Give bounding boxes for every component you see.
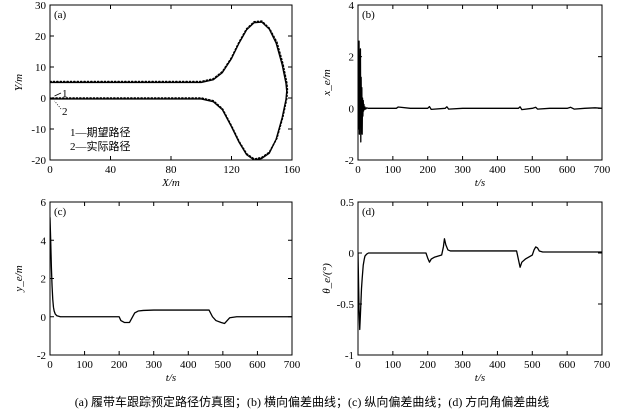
figure-canvas: 0 40 80 120 160-20-100102030X/mY/m(a)1—期望路径2… bbox=[13, 0, 611, 384]
y-tick-label: 10 bbox=[35, 62, 47, 74]
x-tick-label: 120 bbox=[223, 164, 240, 176]
plot-frame bbox=[49, 201, 293, 356]
x-tick-label: 0 bbox=[355, 164, 361, 176]
x-tick-label: 0 bbox=[47, 359, 53, 371]
legend-entry: 2—实际路径 bbox=[70, 139, 131, 153]
y-axis-label: θ_e/(°) bbox=[321, 263, 333, 294]
panel-label: (a) bbox=[54, 9, 67, 21]
x-tick-label: 300 bbox=[145, 359, 162, 371]
y-tick-label: -20 bbox=[31, 155, 46, 167]
x-tick-label: 200 bbox=[419, 359, 436, 371]
panel-d: 0 100 200 300 400 500 600 700 -1 -0.5 0 0.5 t/s θ_e/(… bbox=[321, 197, 611, 384]
x-tick-label: 600 bbox=[249, 359, 266, 371]
y-tick-label: 0 bbox=[349, 103, 355, 115]
y-tick-label: -10 bbox=[31, 124, 46, 136]
y-tick-label: 20 bbox=[35, 31, 47, 43]
x-tick-label: 500 bbox=[524, 359, 541, 371]
x-axis-label: t/s bbox=[166, 372, 176, 384]
x-tick-label: 100 bbox=[385, 164, 402, 176]
x-axis-label: X/m bbox=[161, 177, 180, 189]
y-tick-label: 0 bbox=[41, 93, 47, 105]
plot-frame bbox=[357, 201, 603, 356]
x-tick-label: 300 bbox=[454, 164, 471, 176]
series-line-1 bbox=[358, 40, 602, 143]
x-tick-label: 500 bbox=[215, 359, 232, 371]
y-tick-label: -2 bbox=[345, 155, 354, 167]
y-axis-label: x_e/m bbox=[321, 69, 333, 96]
x-axis-label: t/s bbox=[475, 177, 485, 189]
y-tick-label: 2 bbox=[349, 52, 355, 64]
panel-label: (b) bbox=[362, 9, 375, 21]
y-axis-label: Y/m bbox=[13, 74, 25, 91]
x-tick-label: 700 bbox=[594, 164, 611, 176]
y-axis-label: y_e/m bbox=[13, 265, 25, 292]
y-tick-label: -2 bbox=[37, 350, 46, 362]
x-tick-label: 200 bbox=[419, 164, 436, 176]
x-tick-label: 100 bbox=[385, 359, 402, 371]
y-tick-label: -1 bbox=[345, 350, 354, 362]
figure-caption: (a) 履带车跟踪预定路径仿真图；(b) 横向偏差曲线；(c) 纵向偏差曲线；(… bbox=[74, 395, 550, 409]
x-tick-label: 40 bbox=[105, 164, 117, 176]
y-tick-label: -0.5 bbox=[337, 299, 355, 311]
x-tick-label: 160 bbox=[284, 164, 301, 176]
series-line-2 bbox=[50, 21, 288, 160]
series-line-1 bbox=[358, 238, 602, 331]
x-tick-label: 100 bbox=[76, 359, 93, 371]
panel-label: (c) bbox=[54, 206, 67, 218]
panel-a: 0 40 80 120 160 -20 -10 0 10 20 30 X/m Y/m (a) 1—期望路径2… bbox=[13, 0, 301, 189]
panel-label: (d) bbox=[362, 206, 375, 218]
x-tick-label: 0 bbox=[355, 359, 361, 371]
x-tick-label: 300 bbox=[454, 359, 471, 371]
y-tick-label: 4 bbox=[349, 0, 355, 12]
legend-entry: 1—期望路径 bbox=[70, 126, 131, 139]
x-tick-label: 700 bbox=[284, 359, 301, 371]
y-tick-label: 4 bbox=[41, 235, 47, 247]
x-tick-label: 400 bbox=[180, 359, 197, 371]
x-tick-label: 200 bbox=[111, 359, 128, 371]
curve-pointer-2 bbox=[54, 100, 62, 110]
y-tick-label: 0 bbox=[41, 312, 47, 324]
x-tick-label: 600 bbox=[559, 359, 576, 371]
x-tick-label: 500 bbox=[524, 164, 541, 176]
y-tick-label: 30 bbox=[35, 0, 47, 12]
x-tick-label: 700 bbox=[594, 359, 611, 371]
x-tick-label: 400 bbox=[489, 164, 506, 176]
y-tick-label: 0.5 bbox=[340, 197, 354, 209]
curve-pointer-1 bbox=[54, 92, 62, 97]
x-tick-label: 600 bbox=[559, 164, 576, 176]
curve-label-2: 2 bbox=[62, 106, 68, 118]
x-tick-label: 80 bbox=[166, 164, 178, 176]
y-tick-label: 6 bbox=[41, 197, 47, 209]
x-axis-label: t/s bbox=[475, 372, 485, 384]
curve-label-1: 1 bbox=[62, 88, 68, 100]
y-tick-label: 2 bbox=[41, 274, 47, 286]
plot-frame bbox=[357, 4, 603, 161]
series-line-1 bbox=[50, 217, 292, 325]
y-tick-label: 0 bbox=[349, 248, 355, 260]
x-tick-label: 400 bbox=[489, 359, 506, 371]
x-tick-label: 0 bbox=[47, 164, 53, 176]
